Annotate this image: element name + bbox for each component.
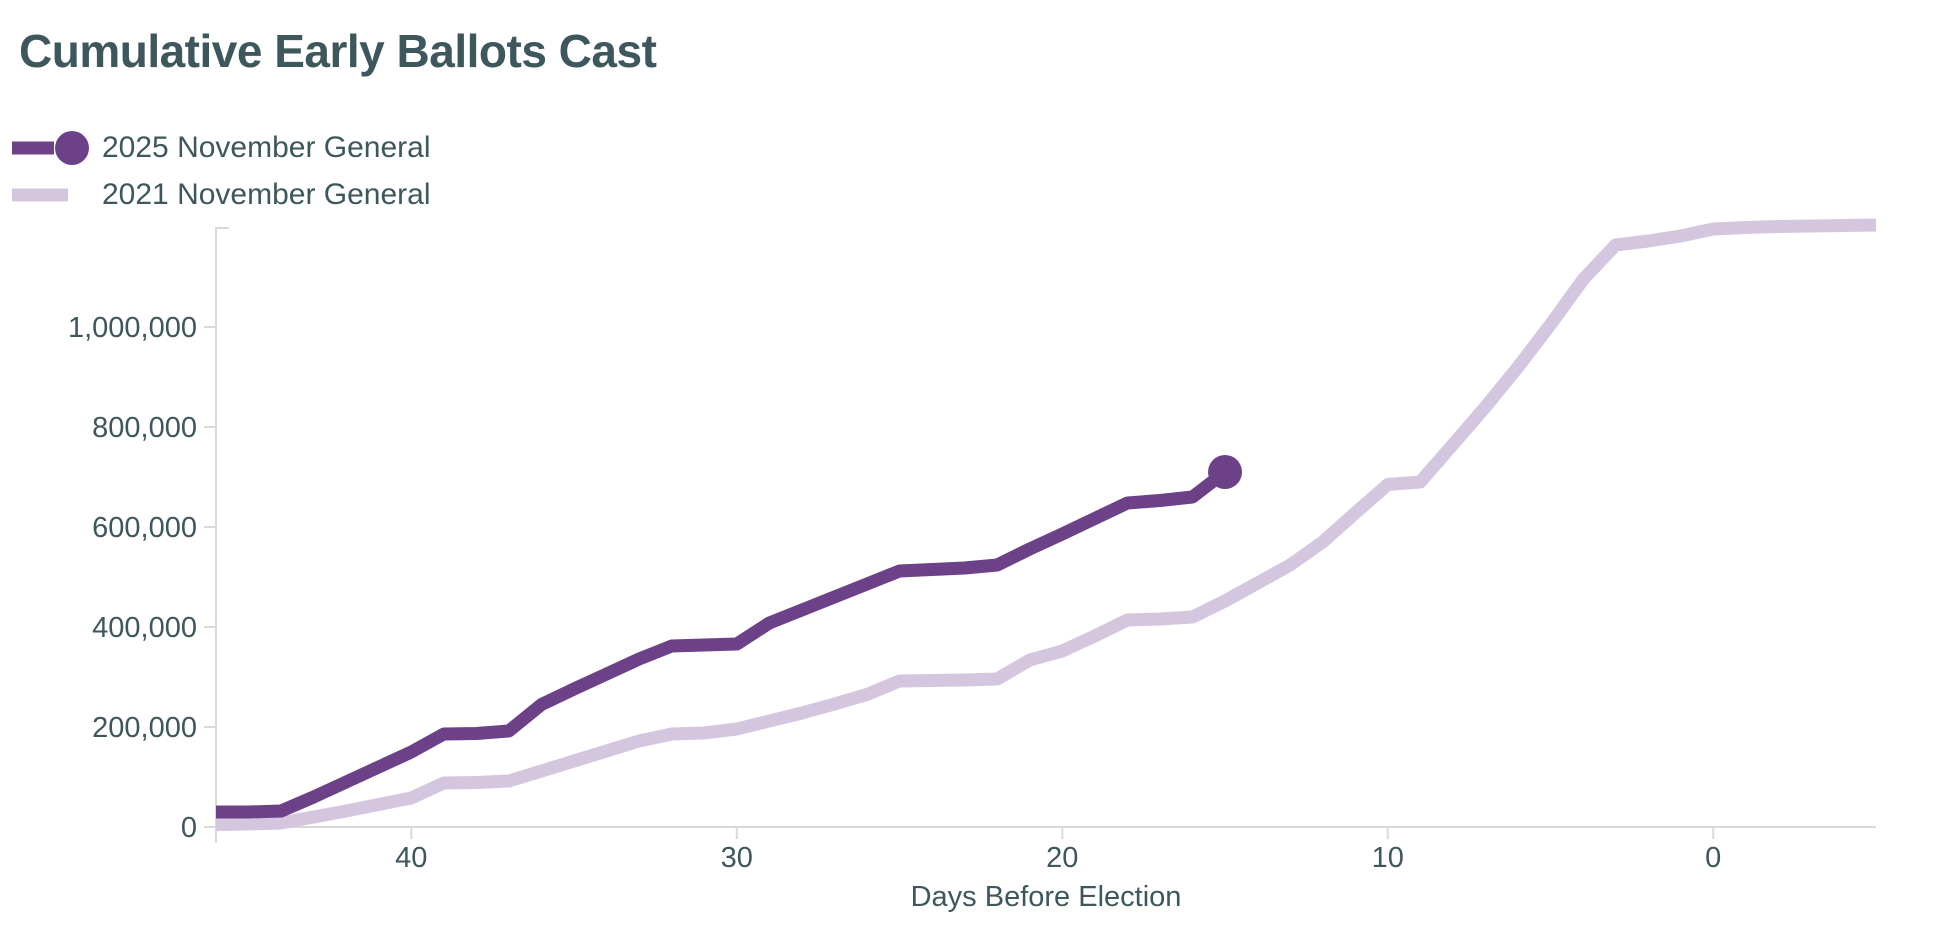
series-line-2021[interactable] bbox=[215, 218, 1877, 831]
x-axis-title: Days Before Election bbox=[910, 881, 1182, 913]
chart-title: Cumulative Early Ballots Cast bbox=[19, 25, 657, 77]
x-tick-label: 40 bbox=[395, 842, 427, 874]
x-tick-label: 0 bbox=[1705, 842, 1721, 874]
x-tick-label: 20 bbox=[1046, 842, 1078, 874]
y-tick-label: 800,000 bbox=[92, 412, 197, 444]
y-tick-label: 400,000 bbox=[92, 612, 197, 644]
y-tick-label: 200,000 bbox=[92, 712, 197, 744]
legend-label-2021: 2021 November General bbox=[102, 178, 431, 211]
y-tick-label: 600,000 bbox=[92, 512, 197, 544]
legend-item-2025[interactable]: 2025 November General bbox=[10, 128, 431, 168]
legend-swatch-2025-icon bbox=[12, 131, 89, 165]
legend-swatch-2021-icon bbox=[12, 188, 68, 202]
series-line-2025[interactable] bbox=[216, 466, 1229, 819]
legend-item-2021[interactable]: 2021 November General bbox=[10, 175, 431, 215]
legend-label-2025: 2025 November General bbox=[102, 131, 431, 164]
series-endpoint-marker[interactable] bbox=[1208, 455, 1243, 489]
x-tick-label: 10 bbox=[1372, 842, 1404, 874]
x-tick-label: 30 bbox=[721, 842, 753, 874]
y-axis-line bbox=[215, 227, 229, 843]
y-tick-label: 0 bbox=[181, 812, 197, 844]
y-tick-label: 1,000,000 bbox=[68, 312, 197, 344]
